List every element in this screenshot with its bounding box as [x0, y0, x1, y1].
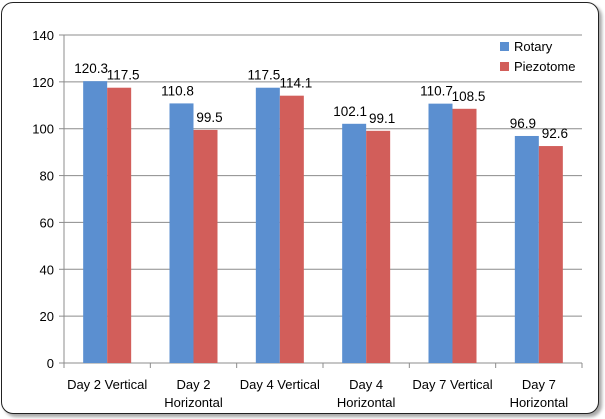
- y-tick-label: 40: [40, 262, 54, 277]
- y-tick-label: 120: [32, 75, 54, 90]
- bar-rotary: [169, 103, 194, 363]
- legend-swatch-piezotome: [500, 62, 509, 71]
- y-tick-label: 140: [32, 28, 54, 43]
- x-category-label: Day 7 Vertical: [412, 377, 492, 392]
- y-tick-label: 100: [32, 122, 54, 137]
- bar-rotary: [514, 135, 539, 363]
- y-tick-label: 60: [40, 215, 54, 230]
- x-category-label: Horizontal: [164, 395, 223, 410]
- bar-rotary: [83, 81, 108, 363]
- x-category-label: Horizontal: [337, 395, 396, 410]
- bar-rotary: [428, 103, 453, 363]
- data-label: 110.8: [161, 83, 194, 98]
- data-label: 110.7: [420, 84, 453, 99]
- bar-piezotome: [538, 146, 563, 363]
- data-label: 117.5: [107, 68, 140, 83]
- bar-rotary: [255, 87, 280, 363]
- legend-swatch-rotary: [500, 42, 509, 51]
- x-category-label: Day 2 Vertical: [67, 377, 147, 392]
- y-tick-label: 80: [40, 169, 54, 184]
- bar-piezotome: [366, 130, 391, 363]
- data-label: 99.5: [196, 110, 222, 125]
- y-tick-label: 20: [40, 309, 54, 324]
- data-label: 120.3: [74, 61, 108, 76]
- data-label: 92.6: [542, 126, 568, 141]
- data-label: 117.5: [247, 68, 280, 83]
- bar-rotary: [342, 123, 367, 364]
- bar-piezotome: [193, 129, 218, 363]
- legend-label-piezotome: Piezotome: [514, 59, 575, 74]
- x-category-label: Day 4: [349, 377, 383, 392]
- data-label: 108.5: [452, 89, 486, 104]
- data-label: 102.1: [333, 104, 367, 119]
- bar-piezotome: [452, 108, 477, 363]
- legend-label-rotary: Rotary: [514, 39, 553, 54]
- data-label: 99.1: [369, 111, 395, 126]
- data-label: 96.9: [510, 116, 536, 131]
- x-category-label: Horizontal: [510, 395, 569, 410]
- x-category-label: Day 7: [522, 377, 556, 392]
- y-tick-label: 0: [47, 356, 54, 371]
- bar-piezotome: [107, 87, 132, 363]
- bar-piezotome: [279, 95, 304, 364]
- x-category-label: Day 2: [177, 377, 211, 392]
- data-label: 114.1: [279, 76, 312, 91]
- x-category-label: Day 4 Vertical: [240, 377, 320, 392]
